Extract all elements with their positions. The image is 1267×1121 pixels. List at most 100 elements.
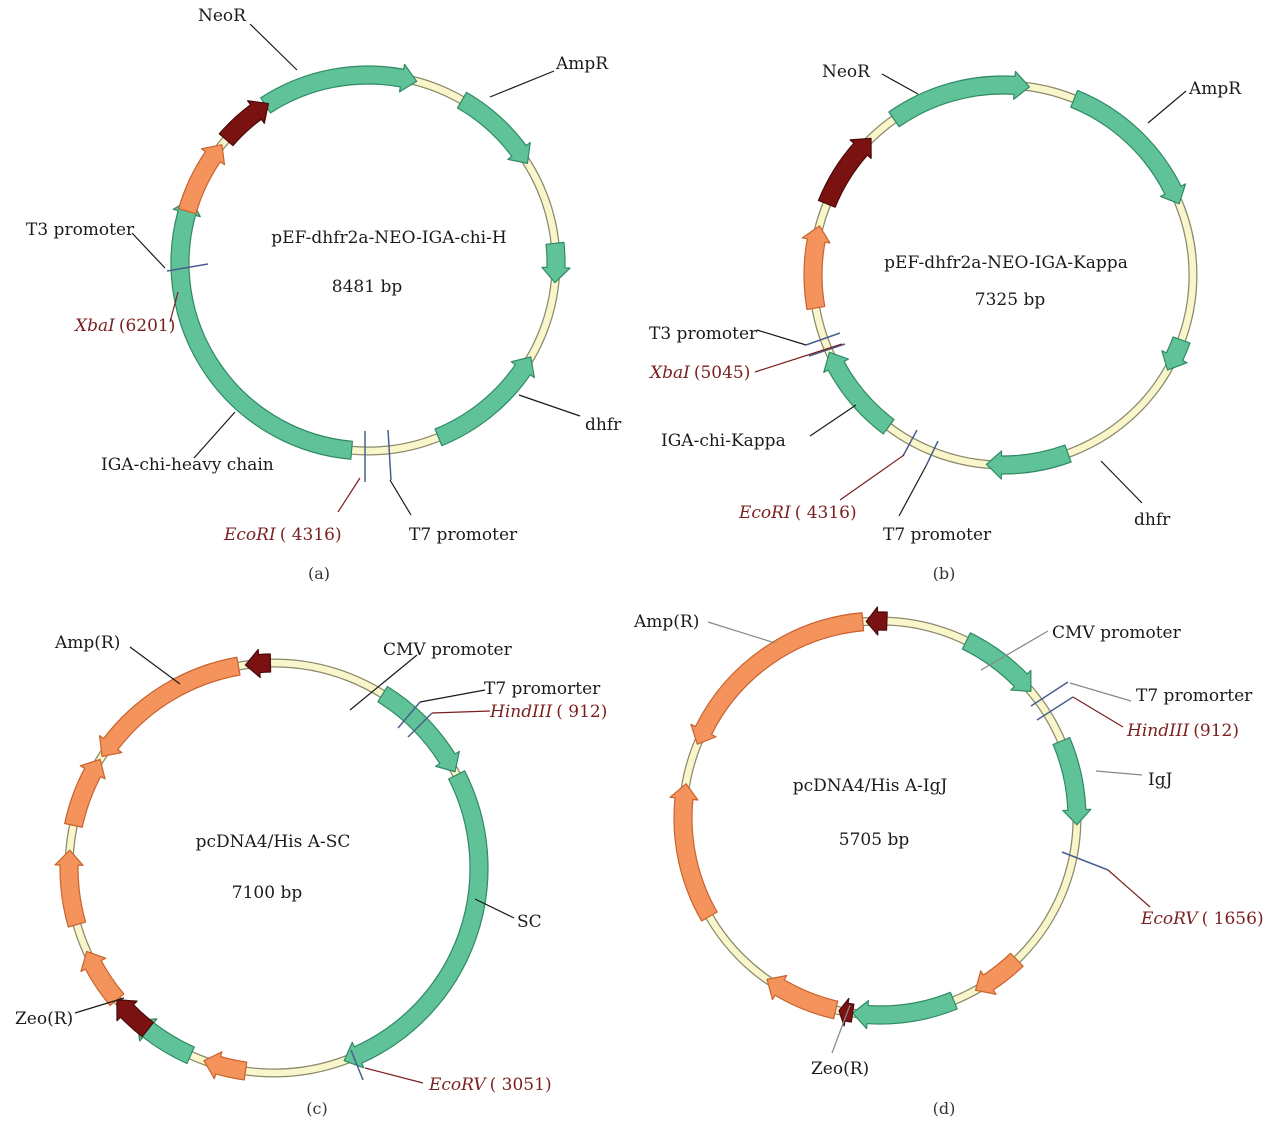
leader-igj-d bbox=[1096, 771, 1142, 775]
caption-c: (c) bbox=[306, 1099, 327, 1118]
feature-arrow-b-1 bbox=[1071, 90, 1186, 203]
leader-t7-a bbox=[390, 480, 411, 515]
feature-arrow-d-0 bbox=[962, 633, 1030, 692]
caption-d: (d) bbox=[933, 1099, 956, 1118]
feature-label-cmv-c: CMV promoter bbox=[383, 640, 513, 660]
promoter-label-t7-c: T7 promorter bbox=[484, 679, 601, 699]
feature-arrow-d-4 bbox=[839, 998, 854, 1026]
caption-a: (a) bbox=[308, 564, 330, 583]
plasmid-name-a: pEF-dhfr2a-NEO-IGA-chi-H bbox=[271, 228, 506, 248]
site-label-hindiii-d: HindIII (912) bbox=[1126, 721, 1239, 741]
site-label-ecorv-c: EcoRV( 3051) bbox=[428, 1075, 552, 1095]
feature-arrow-d-7 bbox=[691, 613, 864, 744]
site-label-ecori-a: EcoRI( 4316) bbox=[223, 525, 342, 545]
plasmid-name-b: pEF-dhfr2a-NEO-IGA-Kappa bbox=[884, 253, 1128, 273]
leader-ampr-a bbox=[490, 71, 554, 97]
feature-label-dhfr-b: dhfr bbox=[1134, 510, 1171, 530]
leader-neor-b bbox=[882, 74, 918, 94]
plasmid-map-a: NeoR AmpR dhfr IGA-chi-heavy chain T3 pr… bbox=[26, 6, 622, 583]
site-label-ecori-b: EcoRI( 4316) bbox=[738, 503, 857, 523]
caption-b: (b) bbox=[933, 564, 956, 583]
feature-arrow-c-5 bbox=[81, 951, 124, 1005]
leader-ampr-d bbox=[708, 622, 775, 643]
promoter-label-t7-b: T7 promoter bbox=[883, 525, 992, 545]
plasmid-size-a: 8481 bp bbox=[332, 277, 403, 297]
promoter-label-t3-b: T3 promoter bbox=[649, 324, 758, 344]
feature-arrow-c-6 bbox=[55, 850, 86, 927]
leader-ecori-a bbox=[338, 478, 360, 512]
leader-t7-b bbox=[899, 466, 926, 516]
leader-t3-a bbox=[132, 233, 165, 268]
features-a bbox=[171, 64, 570, 459]
leader-t3-b bbox=[757, 330, 806, 345]
feature-arrow-d-2 bbox=[976, 953, 1024, 994]
leader-igachi-a bbox=[194, 412, 235, 458]
feature-label-cmv-d: CMV promoter bbox=[1052, 623, 1182, 643]
plasmid-map-b: NeoR AmpR dhfr IGA-chi-Kappa T3 promoter… bbox=[648, 62, 1242, 583]
feature-label-sc-c: SC bbox=[517, 912, 542, 932]
site-label-xbai-b: XbaI (5045) bbox=[648, 363, 750, 383]
leader-dhfr-a bbox=[519, 395, 580, 416]
leader-ecorv-c bbox=[365, 1068, 423, 1083]
leader-hindiii-d bbox=[1073, 697, 1123, 727]
feature-arrow-b-6 bbox=[818, 138, 871, 207]
promoter-label-t7-d: T7 promorter bbox=[1136, 686, 1253, 706]
leader-t7-c bbox=[420, 690, 485, 702]
plasmid-size-c: 7100 bp bbox=[232, 883, 303, 903]
feature-arrow-d-5 bbox=[767, 975, 838, 1018]
feature-label-ampr-a: AmpR bbox=[555, 54, 609, 74]
feature-arrow-b-4 bbox=[824, 352, 894, 434]
feature-arrow-c-1 bbox=[344, 771, 488, 1068]
feature-label-igachi-a: IGA-chi-heavy chain bbox=[101, 455, 274, 475]
feature-arrow-b-5 bbox=[802, 226, 830, 310]
feature-arrow-c-8 bbox=[100, 657, 240, 756]
plasmid-name-c: pcDNA4/His A-SC bbox=[196, 832, 351, 852]
feature-arrow-a-2 bbox=[542, 242, 570, 282]
feature-label-neor-b: NeoR bbox=[822, 62, 871, 82]
site-label-ecorv-d: EcoRV( 1656) bbox=[1140, 909, 1264, 929]
feature-arrow-a-0 bbox=[261, 64, 417, 113]
feature-arrow-d-8 bbox=[866, 607, 887, 635]
leader-neor-a bbox=[250, 24, 297, 70]
site-label-hindiii-c: HindIII( 912) bbox=[489, 702, 607, 722]
promoter-label-t7-a: T7 promoter bbox=[409, 525, 518, 545]
feature-label-igachi-b: IGA-chi-Kappa bbox=[661, 431, 786, 451]
feature-label-ampr-c: Amp(R) bbox=[54, 633, 120, 653]
feature-arrow-c-7 bbox=[65, 759, 105, 827]
leader-ampr-c bbox=[130, 647, 180, 684]
feature-arrow-c-9 bbox=[245, 650, 270, 678]
feature-label-ampr-d: Amp(R) bbox=[633, 612, 699, 632]
plasmid-map-c: Amp(R) CMV promoter T7 promorter HindIII… bbox=[15, 633, 607, 1118]
feature-arrow-b-0 bbox=[889, 71, 1030, 126]
feature-arrow-c-0 bbox=[378, 687, 459, 772]
leader-igachi-b bbox=[810, 405, 856, 436]
feature-label-neor-a: NeoR bbox=[198, 6, 247, 26]
feature-arrow-a-5 bbox=[179, 145, 225, 214]
feature-arrow-d-1 bbox=[1053, 738, 1091, 825]
feature-arrow-b-2 bbox=[1162, 337, 1190, 370]
feature-arrow-d-3 bbox=[853, 992, 958, 1028]
feature-label-zeor-d: Zeo(R) bbox=[811, 1059, 869, 1079]
features-d bbox=[670, 607, 1091, 1029]
feature-label-dhfr-a: dhfr bbox=[585, 415, 622, 435]
feature-arrow-c-2 bbox=[204, 1052, 247, 1080]
feature-arrow-a-6 bbox=[219, 101, 268, 146]
plasmid-name-d: pcDNA4/His A-IgJ bbox=[793, 776, 948, 796]
leader-dhfr-b bbox=[1101, 461, 1142, 503]
feature-arrow-d-6 bbox=[670, 784, 717, 921]
leader-t7-d bbox=[1070, 683, 1131, 701]
feature-label-zeor-c: Zeo(R) bbox=[15, 1009, 73, 1029]
t7-site-a bbox=[388, 430, 391, 480]
leader-ampr-b bbox=[1148, 91, 1186, 123]
plasmid-size-d: 5705 bp bbox=[839, 830, 910, 850]
feature-arrow-a-3 bbox=[435, 357, 534, 446]
plasmid-map-d: Amp(R) CMV promoter T7 promorter HindIII… bbox=[633, 607, 1264, 1118]
feature-label-igj-d: IgJ bbox=[1148, 770, 1173, 790]
features-c bbox=[55, 650, 488, 1080]
leader-hindiii-c bbox=[432, 711, 490, 713]
site-label-xbai-a: XbaI (6201) bbox=[73, 316, 175, 336]
feature-arrow-a-1 bbox=[458, 92, 531, 163]
leader-ecorv-d bbox=[1108, 870, 1150, 907]
feature-arrow-b-3 bbox=[986, 445, 1071, 479]
